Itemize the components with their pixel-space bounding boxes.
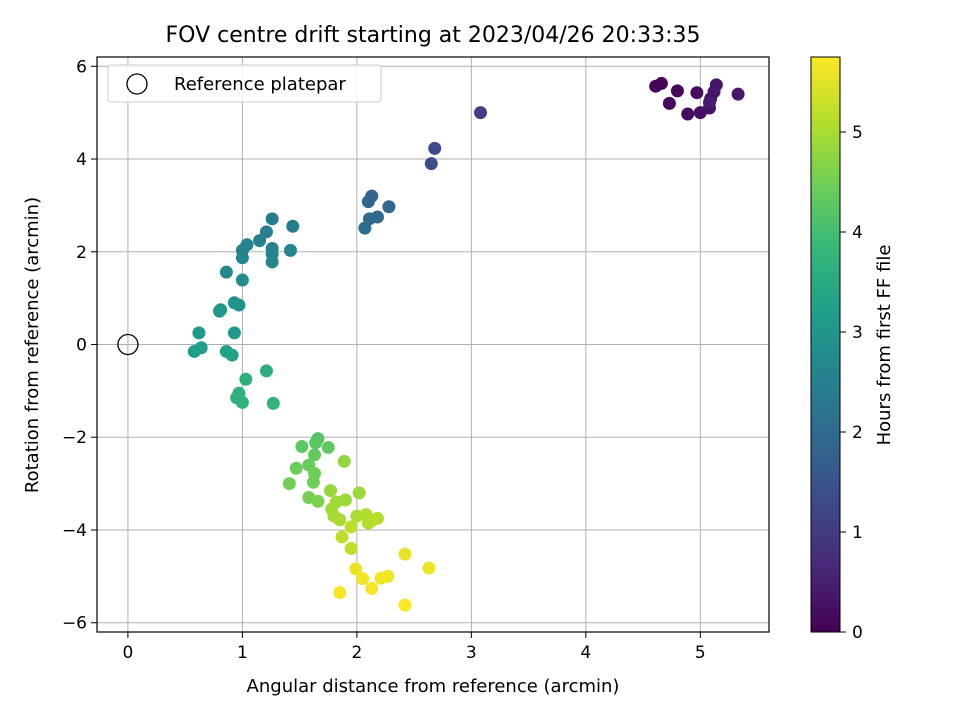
data-point — [265, 212, 279, 226]
colorbar-label: Hours from first FF file — [874, 245, 895, 446]
data-point — [232, 298, 246, 312]
data-point — [424, 157, 438, 171]
colorbar-tick-label: 3 — [852, 323, 863, 343]
chart-title: FOV centre drift starting at 2023/04/26 … — [166, 23, 701, 48]
data-point — [192, 326, 206, 340]
data-point — [361, 195, 375, 209]
data-point — [365, 581, 379, 595]
data-point — [681, 107, 695, 121]
data-point — [321, 440, 335, 454]
data-point — [365, 514, 379, 528]
legend: Reference platepar — [107, 64, 382, 103]
grid-lines — [97, 57, 769, 632]
x-axis-label: Angular distance from reference (arcmin) — [247, 676, 620, 697]
data-point — [266, 396, 280, 410]
data-point — [731, 87, 745, 101]
data-point — [333, 513, 347, 527]
data-point — [259, 364, 273, 378]
data-point — [335, 530, 349, 544]
data-point — [283, 243, 297, 257]
data-point — [352, 486, 366, 500]
data-point — [662, 96, 676, 110]
x-tick-label: 3 — [466, 643, 477, 663]
data-point — [306, 475, 320, 489]
data-point — [227, 326, 241, 340]
data-point — [670, 84, 684, 98]
data-points — [187, 76, 745, 612]
legend-box — [107, 64, 382, 103]
y-axis-ticks: −6 −4 −2 0 2 4 6 — [62, 57, 97, 634]
data-point — [253, 234, 267, 248]
x-axis-ticks: 0 1 2 3 4 5 — [122, 632, 706, 663]
data-point — [398, 547, 412, 561]
data-point — [349, 562, 363, 576]
data-point — [374, 571, 388, 585]
data-point — [225, 348, 239, 362]
colorbar-tick-label: 5 — [852, 123, 863, 143]
data-point — [474, 106, 488, 120]
data-point — [259, 225, 273, 239]
legend-marker — [126, 73, 148, 95]
legend-label: Reference platepar — [174, 74, 346, 95]
data-point — [308, 448, 322, 462]
colorbar — [811, 57, 840, 632]
data-point — [219, 265, 233, 279]
y-tick-label: −4 — [62, 521, 87, 541]
data-point — [265, 255, 279, 269]
y-tick-label: 4 — [76, 150, 87, 170]
y-tick-label: 0 — [76, 336, 87, 356]
data-point — [654, 76, 668, 90]
data-point — [337, 454, 351, 468]
y-axis-label: Rotation from reference (arcmin) — [22, 197, 43, 493]
data-point — [709, 78, 723, 92]
data-point — [235, 273, 249, 287]
data-point — [286, 219, 300, 233]
data-point — [428, 141, 442, 155]
data-point — [356, 572, 370, 586]
data-point — [344, 542, 358, 556]
data-point — [358, 221, 372, 235]
data-point — [344, 520, 358, 534]
data-point — [235, 251, 249, 265]
y-tick-label: 2 — [76, 243, 87, 263]
x-tick-label: 2 — [351, 643, 362, 663]
data-point — [235, 395, 249, 409]
data-point — [295, 440, 309, 454]
data-point — [398, 598, 412, 612]
data-point — [289, 461, 303, 475]
x-tick-label: 1 — [237, 643, 248, 663]
data-point — [690, 86, 704, 100]
data-point — [309, 436, 323, 450]
reference-platepar-marker — [117, 333, 139, 356]
y-tick-label: −2 — [62, 428, 87, 448]
data-point — [187, 344, 201, 358]
data-point — [212, 304, 226, 318]
data-point — [333, 586, 347, 600]
colorbar-tick-label: 2 — [852, 423, 863, 443]
x-tick-label: 4 — [580, 643, 591, 663]
y-tick-label: −6 — [62, 614, 87, 634]
colorbar-ticks: 0 1 2 3 4 5 — [840, 123, 863, 643]
data-point — [324, 484, 338, 498]
data-point — [282, 477, 296, 491]
data-point — [382, 200, 396, 214]
colorbar-tick-label: 0 — [852, 623, 863, 643]
x-tick-label: 5 — [695, 643, 706, 663]
data-point — [239, 372, 253, 386]
colorbar-tick-label: 1 — [852, 523, 863, 543]
data-point — [311, 494, 325, 508]
data-point — [702, 95, 716, 109]
colorbar-tick-label: 4 — [852, 223, 863, 243]
x-tick-label: 0 — [122, 643, 133, 663]
data-point — [422, 561, 436, 575]
colorbar-frame — [810, 56, 841, 633]
y-tick-label: 6 — [76, 57, 87, 77]
